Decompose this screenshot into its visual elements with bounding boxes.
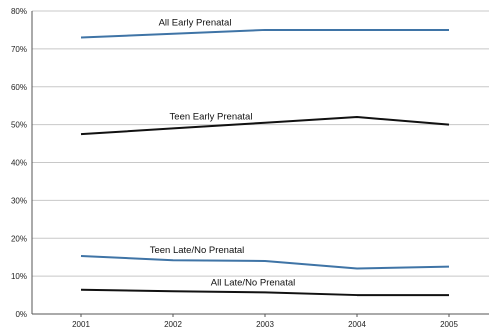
- y-tick-label: 60%: [11, 83, 27, 92]
- series-line: [80, 288, 449, 297]
- label-layer: 0% 10% 20% 30% 40% 50% 60% 70% 80% 2001 2002 2003 20…: [11, 7, 458, 329]
- x-tick-label: 2002: [164, 320, 182, 329]
- series-line: [80, 116, 450, 136]
- y-tick-label: 70%: [11, 45, 27, 54]
- axis-layer: [31, 11, 489, 317]
- y-tick-label: 50%: [11, 121, 27, 130]
- x-tick-label: 2004: [348, 320, 366, 329]
- series-line: [80, 28, 449, 39]
- x-tick-label: 2003: [256, 320, 274, 329]
- x-tick-label: 2005: [440, 320, 458, 329]
- series-label: Teen Late/No Prenatal: [150, 245, 245, 256]
- y-tick-label: 0%: [15, 310, 27, 319]
- y-tick-label: 80%: [11, 7, 27, 16]
- series-label: All Early Prenatal: [159, 18, 232, 29]
- series-label: Teen Early Prenatal: [170, 111, 253, 122]
- series-label: All Late/No Prenatal: [211, 277, 296, 288]
- y-tick-label: 30%: [11, 196, 27, 205]
- series-layer: [80, 28, 450, 297]
- y-tick-label: 20%: [11, 234, 27, 243]
- grid-layer: [32, 10, 489, 277]
- y-tick-label: 40%: [11, 159, 27, 168]
- series-line: [80, 255, 450, 270]
- x-tick-label: 2001: [72, 320, 90, 329]
- y-tick-label: 10%: [11, 272, 27, 281]
